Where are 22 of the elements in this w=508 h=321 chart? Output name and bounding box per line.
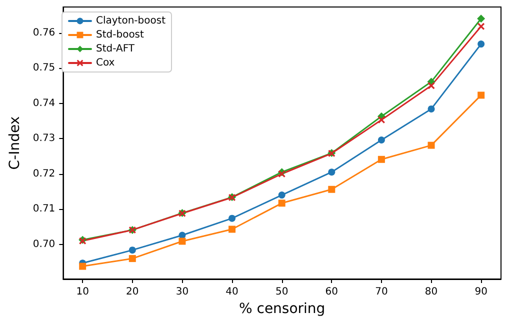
x-tick-label: 80 xyxy=(424,286,438,298)
x-tick-label: 60 xyxy=(325,286,338,298)
x-tick-label: 20 xyxy=(126,286,139,298)
x-tick-label: 30 xyxy=(176,286,189,298)
legend-label: Clayton-boost xyxy=(96,16,166,26)
x-tick-label: 40 xyxy=(226,286,238,298)
y-axis-title: C-Index xyxy=(7,116,23,170)
x-tick-label: 90 xyxy=(474,286,488,298)
x-tick-label: 50 xyxy=(275,286,288,298)
y-tick-label: 0.76 xyxy=(32,27,56,38)
legend-label: Cox xyxy=(96,58,115,68)
legend-label: Std-boost xyxy=(96,30,144,40)
y-tick-label: 0.73 xyxy=(32,133,56,144)
y-tick-label: 0.75 xyxy=(32,62,56,74)
y-tick-label: 0.71 xyxy=(32,204,56,215)
x-tick-label: 10 xyxy=(76,286,89,298)
y-tick-label: 0.74 xyxy=(32,98,56,109)
legend-label: Std-AFT xyxy=(96,44,136,54)
x-axis-title: % censoring xyxy=(238,300,326,317)
y-tick-label: 0.72 xyxy=(32,168,56,180)
y-tick-label: 0.70 xyxy=(32,238,56,250)
x-tick-label: 70 xyxy=(375,286,388,298)
